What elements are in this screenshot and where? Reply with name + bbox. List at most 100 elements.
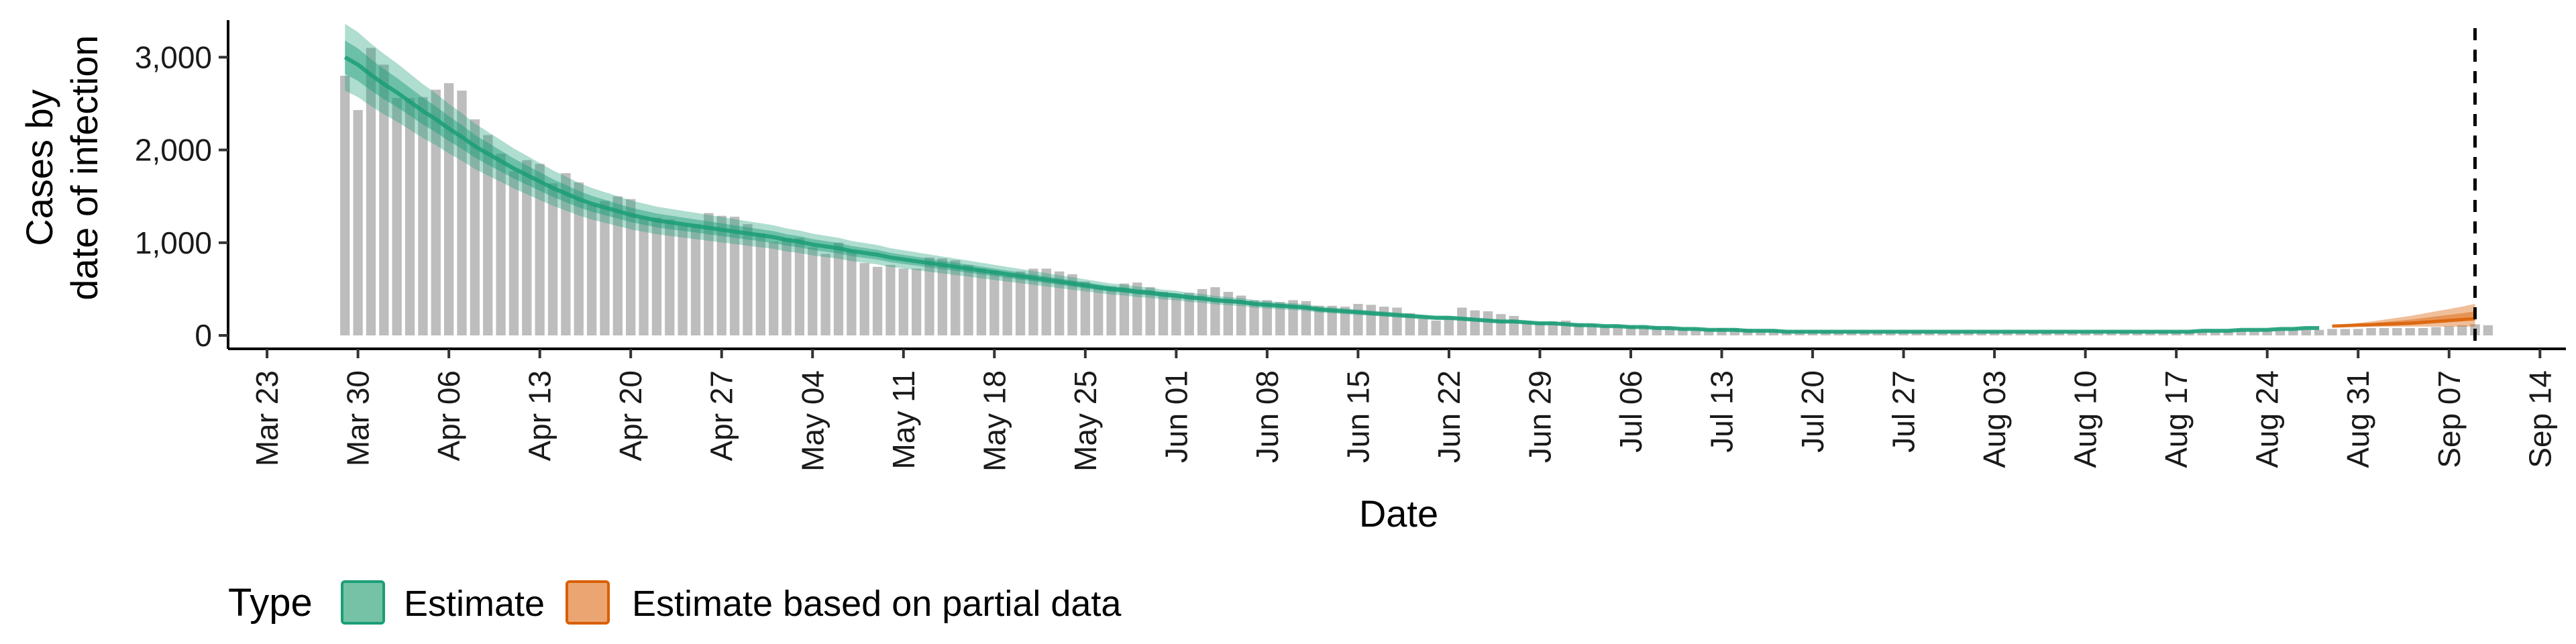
bar-64 bbox=[1171, 296, 1181, 335]
bar-157 bbox=[2379, 327, 2390, 335]
bar-91 bbox=[1521, 321, 1532, 335]
bar-18 bbox=[574, 182, 584, 335]
bar-39 bbox=[847, 250, 857, 335]
bar-21 bbox=[612, 196, 623, 335]
bar-152 bbox=[2314, 329, 2324, 335]
bar-104 bbox=[1690, 329, 1701, 335]
legend-swatch-partial bbox=[566, 580, 610, 625]
bar-29 bbox=[716, 215, 727, 335]
bar-143 bbox=[2197, 331, 2208, 335]
legend: Type Estimate Estimate based on partial … bbox=[228, 580, 1122, 625]
bar-28 bbox=[704, 213, 714, 335]
bar-26 bbox=[678, 225, 688, 335]
bar-144 bbox=[2210, 331, 2220, 335]
bar-76 bbox=[1327, 305, 1337, 335]
legend-swatch-estimate bbox=[341, 580, 385, 625]
bar-37 bbox=[820, 254, 830, 335]
y-tick-label-0: 0 bbox=[195, 318, 212, 353]
bar-23 bbox=[639, 217, 649, 335]
bar-75 bbox=[1314, 305, 1324, 335]
bar-9 bbox=[457, 91, 467, 335]
bar-92 bbox=[1535, 322, 1545, 335]
bar-55 bbox=[1054, 271, 1065, 335]
bar-162 bbox=[2444, 326, 2454, 335]
legend-label-estimate: Estimate bbox=[404, 584, 545, 624]
bar-12 bbox=[496, 154, 506, 335]
bar-60 bbox=[1119, 283, 1130, 335]
bar-15 bbox=[535, 164, 545, 335]
bar-160 bbox=[2418, 327, 2428, 335]
bar-0 bbox=[340, 75, 350, 336]
x-tick-label-21: Aug 17 bbox=[2159, 370, 2194, 468]
bar-50 bbox=[989, 270, 1000, 335]
bar-103 bbox=[1678, 327, 1688, 335]
bar-57 bbox=[1080, 281, 1090, 335]
bar-30 bbox=[729, 217, 740, 335]
x-tick-label-7: May 11 bbox=[886, 370, 921, 469]
bar-87 bbox=[1470, 310, 1480, 335]
bar-67 bbox=[1210, 287, 1220, 335]
x-tick-label-13: Jun 22 bbox=[1432, 370, 1466, 463]
bar-73 bbox=[1288, 300, 1298, 335]
estimate-ci90-band bbox=[345, 23, 2320, 333]
bar-82 bbox=[1405, 313, 1415, 335]
bar-53 bbox=[1028, 268, 1038, 335]
bar-6 bbox=[418, 97, 428, 335]
bar-41 bbox=[872, 266, 883, 335]
bar-146 bbox=[2236, 331, 2247, 335]
x-tick-label-19: Aug 03 bbox=[1977, 370, 2012, 468]
tick-labels: 0 1,000 2,000 3,000 Mar 23 Mar 30 Apr 06 Apr 13… bbox=[135, 40, 2557, 472]
legend-title: Type bbox=[228, 581, 313, 625]
bar-81 bbox=[1392, 307, 1402, 335]
bar-31 bbox=[743, 224, 753, 335]
bar-150 bbox=[2288, 329, 2298, 335]
estimate-bands bbox=[343, 23, 2475, 334]
bar-154 bbox=[2340, 329, 2351, 335]
y-tick-label-1: 1,000 bbox=[135, 225, 212, 260]
y-tick-label-3: 3,000 bbox=[135, 40, 212, 74]
bar-13 bbox=[508, 171, 519, 335]
bar-56 bbox=[1067, 274, 1077, 335]
x-tick-label-4: Apr 20 bbox=[613, 370, 648, 462]
bar-148 bbox=[2262, 331, 2272, 335]
bar-7 bbox=[431, 89, 441, 336]
observed-cases-bars bbox=[340, 48, 2493, 336]
bar-71 bbox=[1262, 300, 1273, 335]
bar-8 bbox=[443, 83, 454, 335]
bar-44 bbox=[911, 268, 922, 335]
bar-10 bbox=[470, 119, 480, 336]
bar-14 bbox=[522, 160, 532, 335]
bar-40 bbox=[859, 263, 869, 335]
x-tick-label-8: May 18 bbox=[977, 370, 1012, 472]
bar-70 bbox=[1249, 300, 1259, 335]
bar-86 bbox=[1457, 307, 1467, 335]
bar-83 bbox=[1418, 319, 1428, 335]
bar-153 bbox=[2327, 329, 2337, 335]
bar-2 bbox=[366, 48, 376, 336]
x-axis-title: Date bbox=[1359, 492, 1438, 535]
x-tick-label-14: Jun 29 bbox=[1522, 370, 1557, 463]
bar-72 bbox=[1275, 302, 1285, 335]
bar-27 bbox=[690, 224, 701, 335]
bar-77 bbox=[1340, 307, 1350, 335]
bar-4 bbox=[392, 98, 402, 335]
bar-17 bbox=[561, 173, 571, 335]
x-tick-label-9: May 25 bbox=[1068, 370, 1103, 472]
bar-48 bbox=[963, 264, 973, 335]
x-tick-label-10: Jun 01 bbox=[1159, 370, 1193, 463]
bar-34 bbox=[782, 237, 792, 335]
bar-11 bbox=[483, 135, 493, 336]
bar-35 bbox=[794, 237, 805, 335]
x-tick-label-2: Apr 06 bbox=[431, 370, 466, 462]
x-tick-label-0: Mar 23 bbox=[250, 370, 284, 466]
bar-155 bbox=[2353, 329, 2363, 335]
x-tick-label-3: Apr 13 bbox=[523, 370, 557, 462]
bar-46 bbox=[937, 258, 948, 335]
bar-145 bbox=[2223, 331, 2233, 335]
bar-58 bbox=[1093, 287, 1104, 335]
axes bbox=[219, 20, 2566, 358]
bar-54 bbox=[1041, 268, 1051, 335]
bar-158 bbox=[2392, 327, 2402, 335]
bar-24 bbox=[651, 217, 662, 335]
